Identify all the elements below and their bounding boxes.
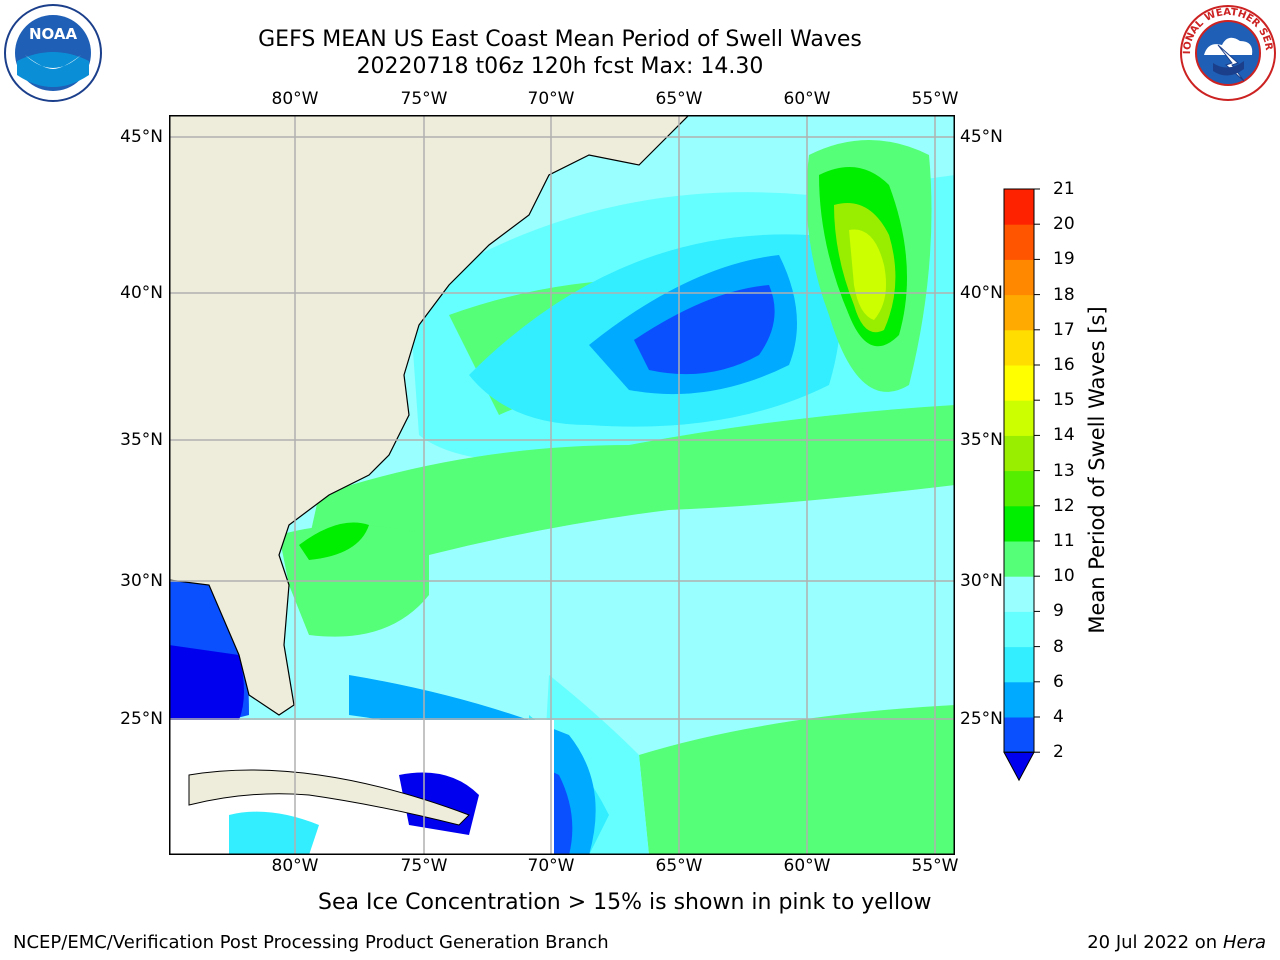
colorbar-tick-label: 12	[1053, 495, 1075, 516]
map-frame	[169, 115, 955, 855]
cuba-landmass	[188, 769, 470, 826]
nws-logo: NATIONAL WEATHER SERVICE	[1178, 3, 1276, 101]
footer-machine: Hera	[1222, 932, 1266, 953]
colorbar-title: Mean Period of Swell Waves [s]	[1085, 306, 1109, 634]
colorbar-tick-label: 9	[1053, 601, 1064, 622]
colorbar-segment	[1004, 505, 1034, 542]
lat-tick-right-40n: 40°N	[960, 283, 1003, 303]
colorbar-segment	[1004, 717, 1034, 753]
contour-2s-center	[634, 285, 775, 375]
colorbar-segment	[1004, 224, 1034, 260]
map-panel	[169, 115, 955, 855]
colorbar-segment	[1004, 646, 1034, 683]
graticule	[169, 115, 955, 855]
colorbar-segment	[1004, 329, 1034, 366]
colorbar-tick-label: 13	[1053, 460, 1075, 481]
footer-producer: NCEP/EMC/Verification Post Processing Pr…	[13, 932, 609, 953]
colorbar-segment	[1004, 681, 1034, 718]
colorbar-segment	[1004, 400, 1034, 436]
lon-tick-bottom-70w: 70°W	[527, 856, 575, 876]
colorbar-segment	[1004, 294, 1034, 331]
colorbar-segment	[1004, 576, 1034, 612]
lon-tick-top-70w: 70°W	[527, 89, 575, 109]
lon-tick-bottom-60w: 60°W	[783, 856, 831, 876]
colorbar-tick-label: 8	[1053, 636, 1064, 657]
contour-9s-southeast	[639, 705, 955, 855]
colorbar-segment	[1004, 365, 1034, 401]
lon-tick-top-75w: 75°W	[400, 89, 448, 109]
colorbar-tick-label: 4	[1053, 707, 1064, 727]
colorbar-tick-label: 19	[1053, 249, 1075, 270]
chart-subtitle: 20220718 t06z 120h fcst Max: 14.30	[356, 54, 764, 79]
lon-tick-top-55w: 55°W	[911, 89, 959, 109]
colorbar-tick-label: 6	[1053, 671, 1064, 692]
colorbar-tick-label: 11	[1053, 531, 1075, 551]
lat-tick-right-25n: 25°N	[960, 709, 1003, 729]
colorbar-tick-label: 21	[1053, 179, 1075, 199]
lat-tick-right-35n: 35°N	[960, 430, 1003, 450]
lon-tick-bottom-80w: 80°W	[271, 856, 319, 876]
lat-tick-left-30n: 30°N	[120, 571, 163, 591]
colorbar-tick-label: 16	[1053, 355, 1075, 375]
lat-tick-left-25n: 25°N	[120, 709, 163, 729]
colorbar-tick-label: 17	[1053, 319, 1075, 340]
footer-date-text: 20 Jul 2022 on	[1087, 932, 1223, 953]
lon-tick-top-65w: 65°W	[655, 89, 703, 109]
noaa-logo-text: NOAA	[29, 25, 78, 43]
colorbar-tick-label: 2	[1053, 742, 1064, 763]
colorbar-tick-label: 20	[1053, 214, 1075, 235]
colorbar-segment	[1004, 611, 1034, 648]
lat-tick-right-30n: 30°N	[960, 571, 1003, 591]
lon-tick-bottom-65w: 65°W	[655, 856, 703, 876]
contour-under-gulf	[169, 645, 244, 725]
contour-9s-mid-band	[299, 405, 955, 585]
sea-ice-note: Sea Ice Concentration > 15% is shown in …	[318, 890, 932, 915]
colorbar-tick-label: 14	[1053, 425, 1075, 446]
lon-tick-bottom-55w: 55°W	[911, 856, 959, 876]
contour-10s-patch	[299, 522, 369, 560]
lon-tick-bottom-75w: 75°W	[400, 856, 448, 876]
colorbar	[1003, 188, 1040, 782]
colorbar-segment	[1004, 259, 1034, 296]
colorbar-segment	[1004, 541, 1034, 577]
colorbar-segment	[1004, 470, 1034, 507]
colorbar-tick-label: 15	[1053, 390, 1075, 411]
colorbar-tick-label: 18	[1053, 284, 1075, 305]
lat-tick-left-35n: 35°N	[120, 430, 163, 450]
noaa-logo: NOAA	[4, 4, 102, 102]
colorbar-segment	[1004, 189, 1034, 225]
colorbar-segment	[1004, 435, 1034, 472]
lat-tick-left-45n: 45°N	[120, 127, 163, 147]
footer-date: 20 Jul 2022 on Hera	[1087, 932, 1266, 953]
contour-13s-northeast	[849, 229, 887, 320]
lat-tick-left-40n: 40°N	[120, 283, 163, 303]
lat-tick-right-45n: 45°N	[960, 127, 1003, 147]
lon-tick-top-80w: 80°W	[271, 89, 319, 109]
colorbar-tick-label: 10	[1053, 566, 1075, 587]
land-mass	[169, 115, 690, 716]
colorbar-under-arrow	[1003, 751, 1035, 782]
chart-title: GEFS MEAN US East Coast Mean Period of S…	[258, 27, 862, 52]
contour-6s-caribbean	[229, 811, 319, 855]
lon-tick-top-60w: 60°W	[783, 89, 831, 109]
